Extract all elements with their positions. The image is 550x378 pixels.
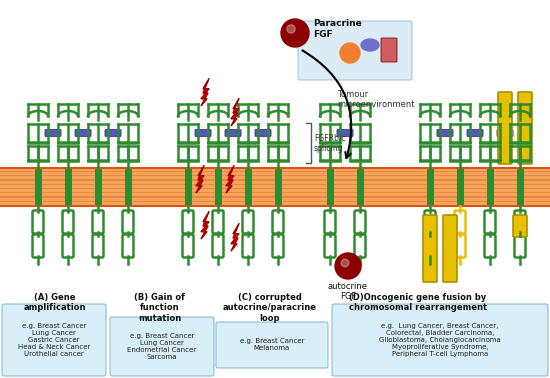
- FancyBboxPatch shape: [123, 234, 134, 257]
- Text: Tumour
microenvironment: Tumour microenvironment: [337, 90, 415, 109]
- Text: Paracrine
FGF: Paracrine FGF: [313, 19, 362, 39]
- Circle shape: [287, 25, 295, 33]
- FancyBboxPatch shape: [195, 130, 211, 136]
- FancyBboxPatch shape: [272, 211, 283, 234]
- FancyBboxPatch shape: [75, 130, 91, 136]
- Bar: [0, 205, 550, 206]
- Polygon shape: [196, 166, 204, 193]
- Text: (B) Gain of
function
mutation: (B) Gain of function mutation: [134, 293, 185, 323]
- Bar: [214, 168, 222, 206]
- Polygon shape: [226, 166, 234, 193]
- FancyBboxPatch shape: [92, 211, 103, 234]
- Text: (C) corrupted
autocrine/paracrine
loop: (C) corrupted autocrine/paracrine loop: [223, 293, 316, 323]
- FancyBboxPatch shape: [485, 211, 496, 234]
- FancyBboxPatch shape: [255, 130, 271, 136]
- FancyBboxPatch shape: [183, 211, 194, 234]
- FancyBboxPatch shape: [454, 211, 465, 234]
- FancyBboxPatch shape: [183, 234, 194, 257]
- FancyBboxPatch shape: [63, 211, 74, 234]
- Bar: [487, 168, 493, 206]
- Text: autocrine
FGF: autocrine FGF: [328, 282, 368, 301]
- FancyBboxPatch shape: [298, 21, 412, 80]
- Bar: [0, 184, 550, 185]
- Circle shape: [281, 19, 309, 47]
- Text: FGFRb/c
splicing: FGFRb/c splicing: [314, 133, 345, 153]
- FancyBboxPatch shape: [485, 234, 496, 257]
- Bar: [35, 168, 41, 206]
- Polygon shape: [201, 79, 209, 106]
- Text: e.g.  Lung Cancer, Breast Cancer,
Colorectal, Bladder Carcinoma,
Glioblastoma, C: e.g. Lung Cancer, Breast Cancer, Colorec…: [379, 323, 501, 357]
- Polygon shape: [231, 99, 239, 126]
- Bar: [245, 168, 251, 206]
- FancyBboxPatch shape: [225, 130, 241, 136]
- Bar: [95, 168, 102, 206]
- FancyBboxPatch shape: [324, 234, 336, 257]
- FancyBboxPatch shape: [2, 304, 106, 376]
- Text: e.g. Breast Cancer
Lung Cancer
Endometrial Cancer
Sarcoma: e.g. Breast Cancer Lung Cancer Endometri…: [128, 333, 196, 360]
- Bar: [184, 168, 191, 206]
- Text: (A) Gene
amplification: (A) Gene amplification: [24, 293, 86, 312]
- FancyBboxPatch shape: [32, 234, 43, 257]
- FancyBboxPatch shape: [216, 322, 328, 368]
- FancyBboxPatch shape: [425, 211, 436, 234]
- Bar: [456, 168, 464, 206]
- Polygon shape: [231, 224, 239, 251]
- Bar: [516, 168, 524, 206]
- FancyBboxPatch shape: [498, 92, 512, 164]
- FancyBboxPatch shape: [423, 215, 437, 282]
- Text: (D)Oncogenic gene fusion by
chromosomal rearrangement: (D)Oncogenic gene fusion by chromosomal …: [349, 293, 487, 312]
- Text: e.g. Breast Cancer
Melanoma: e.g. Breast Cancer Melanoma: [240, 339, 304, 352]
- FancyBboxPatch shape: [212, 211, 223, 234]
- Bar: [0, 175, 550, 177]
- FancyBboxPatch shape: [92, 234, 103, 257]
- Bar: [0, 200, 550, 202]
- FancyBboxPatch shape: [243, 211, 254, 234]
- Bar: [274, 168, 282, 206]
- FancyBboxPatch shape: [123, 211, 134, 234]
- Bar: [124, 168, 131, 206]
- FancyBboxPatch shape: [355, 234, 366, 257]
- FancyBboxPatch shape: [272, 234, 283, 257]
- FancyBboxPatch shape: [212, 234, 223, 257]
- Bar: [356, 168, 364, 206]
- FancyBboxPatch shape: [497, 130, 513, 136]
- Bar: [0, 171, 550, 172]
- Bar: [327, 168, 333, 206]
- Ellipse shape: [361, 39, 379, 51]
- Circle shape: [340, 43, 360, 63]
- FancyBboxPatch shape: [32, 211, 43, 234]
- FancyBboxPatch shape: [467, 130, 483, 136]
- FancyBboxPatch shape: [243, 234, 254, 257]
- FancyBboxPatch shape: [513, 215, 527, 237]
- Circle shape: [341, 259, 349, 267]
- FancyBboxPatch shape: [514, 234, 525, 257]
- Bar: [0, 196, 550, 198]
- FancyBboxPatch shape: [518, 92, 532, 164]
- Bar: [426, 168, 433, 206]
- FancyBboxPatch shape: [337, 130, 353, 136]
- FancyBboxPatch shape: [63, 234, 74, 257]
- FancyBboxPatch shape: [381, 38, 397, 62]
- Polygon shape: [201, 212, 209, 239]
- FancyBboxPatch shape: [324, 211, 336, 234]
- FancyBboxPatch shape: [425, 234, 436, 257]
- Bar: [0, 192, 550, 193]
- Bar: [0, 168, 550, 206]
- FancyBboxPatch shape: [443, 215, 457, 282]
- Bar: [0, 188, 550, 189]
- Text: e.g. Breast Cancer
Lung Cancer
Gastric Cancer
Head & Neck Cancer
Urothelial canc: e.g. Breast Cancer Lung Cancer Gastric C…: [18, 323, 90, 357]
- FancyBboxPatch shape: [454, 234, 465, 257]
- FancyBboxPatch shape: [110, 317, 214, 376]
- Bar: [64, 168, 72, 206]
- FancyBboxPatch shape: [514, 211, 525, 234]
- FancyBboxPatch shape: [437, 130, 453, 136]
- Circle shape: [335, 253, 361, 279]
- FancyBboxPatch shape: [332, 304, 548, 376]
- FancyBboxPatch shape: [45, 130, 61, 136]
- Bar: [0, 180, 550, 181]
- FancyBboxPatch shape: [355, 211, 366, 234]
- FancyBboxPatch shape: [105, 130, 121, 136]
